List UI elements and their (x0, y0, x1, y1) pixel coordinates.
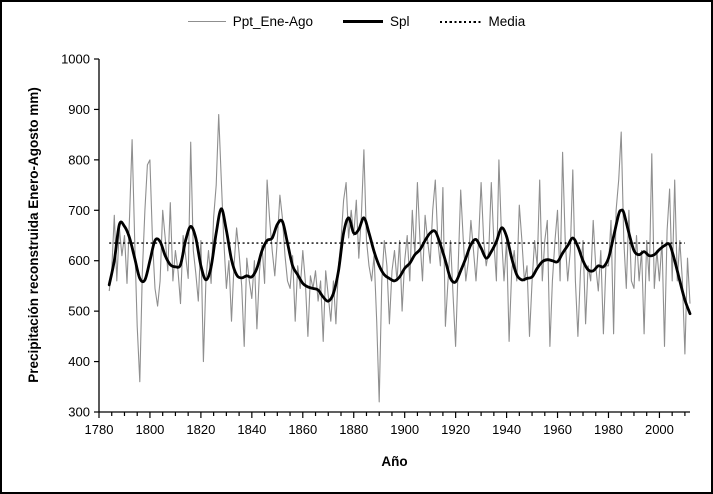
x-tick-label: 1980 (594, 422, 623, 437)
x-tick-label: 1940 (492, 422, 521, 437)
legend: Ppt_Ene-Ago Spl Media (2, 14, 711, 29)
x-tick-label: 1880 (339, 422, 368, 437)
series-spl-line (107, 207, 692, 316)
media-line-sample-icon (439, 20, 482, 23)
legend-label-ppt: Ppt_Ene-Ago (232, 14, 313, 29)
x-tick-label: 2000 (645, 422, 674, 437)
y-tick-label: 500 (68, 304, 90, 319)
y-tick-label: 600 (68, 253, 90, 268)
x-tick-label: 1860 (288, 422, 317, 437)
y-tick-label: 800 (68, 152, 90, 167)
x-tick-label: 1800 (135, 422, 164, 437)
x-tick-label: 1820 (186, 422, 215, 437)
legend-item-spl: Spl (343, 14, 410, 29)
y-tick-label: 400 (68, 354, 90, 369)
x-axis-title: Año (381, 454, 408, 469)
y-tick-label: 1000 (61, 52, 90, 67)
y-axis-title: Precipitación reconstruida Enero-Agosto … (26, 87, 41, 383)
spl-line-sample-icon (343, 20, 383, 23)
x-tick-label: 1780 (85, 422, 114, 437)
x-tick-label: 1920 (441, 422, 470, 437)
ppt-line-sample-icon (187, 21, 226, 22)
legend-item-ppt: Ppt_Ene-Ago (187, 14, 313, 29)
legend-item-media: Media (439, 14, 526, 29)
y-tick-label: 700 (68, 203, 90, 218)
legend-label-media: Media (488, 14, 526, 29)
y-tick-label: 300 (68, 405, 90, 420)
legend-label-spl: Spl (390, 14, 410, 29)
x-tick-label: 1900 (390, 422, 419, 437)
x-tick-label: 1840 (237, 422, 266, 437)
y-tick-label: 900 (68, 102, 90, 117)
series-ppt-line (108, 113, 691, 403)
x-tick-label: 1960 (543, 422, 572, 437)
